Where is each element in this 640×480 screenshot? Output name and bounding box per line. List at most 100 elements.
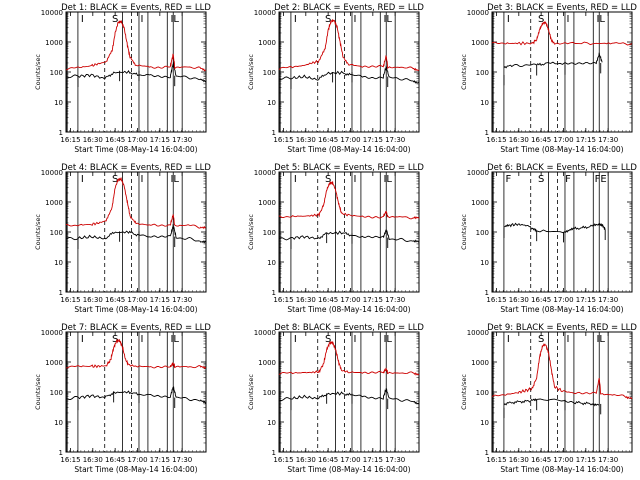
panel-title: Det 3: BLACK = Events, RED = LLD <box>487 3 637 13</box>
interval-flag: IL <box>383 334 392 345</box>
x-tick-label: 16:15 <box>486 136 506 144</box>
x-tick-label: 16:15 <box>273 296 293 304</box>
interval-flag: I <box>81 334 84 345</box>
interval-flag: S <box>325 174 331 185</box>
x-tick-label: 16:45 <box>318 456 338 464</box>
y-tick-label: 10000 <box>467 9 489 17</box>
y-tick-label: 1 <box>59 129 63 137</box>
series-events <box>278 388 420 405</box>
interval-flag: I <box>353 174 356 185</box>
x-axis-label: Start Time (08-May-14 16:04:00) <box>500 465 623 474</box>
interval-flag: I <box>566 334 569 345</box>
series-lld <box>65 19 207 72</box>
x-tick-label: 17:00 <box>340 456 360 464</box>
plot-frame <box>278 171 420 293</box>
y-tick-label: 10 <box>54 259 63 267</box>
y-axis-label: Counts/sec <box>34 374 42 410</box>
y-tick-label: 100 <box>50 69 63 77</box>
series-lld <box>278 180 420 220</box>
interval-flag: S <box>538 14 544 25</box>
y-tick-label: 1000 <box>45 359 63 367</box>
x-axis-label: Start Time (08-May-14 16:04:00) <box>500 145 623 154</box>
interval-flag: S <box>112 174 118 185</box>
x-tick-label: 17:30 <box>172 296 192 304</box>
x-tick-label: 16:30 <box>509 296 529 304</box>
y-tick-label: 10 <box>267 259 276 267</box>
x-tick-label: 16:15 <box>273 456 293 464</box>
series-events <box>278 64 420 84</box>
x-tick-label: 17:00 <box>553 296 573 304</box>
y-tick-label: 100 <box>476 389 489 397</box>
interval-flag: I <box>294 334 297 345</box>
x-axis-label: Start Time (08-May-14 16:04:00) <box>74 305 197 314</box>
x-tick-label: 17:00 <box>340 296 360 304</box>
x-tick-label: 17:15 <box>576 136 596 144</box>
x-tick-label: 16:30 <box>83 296 103 304</box>
x-axis-label: Start Time (08-May-14 16:04:00) <box>500 305 623 314</box>
panel-det-6: Det 6: BLACK = Events, RED = LLD 1 10 100 10… <box>460 163 637 314</box>
x-tick-label: 17:15 <box>576 456 596 464</box>
x-tick-label: 17:15 <box>363 296 383 304</box>
series-events <box>65 61 207 83</box>
y-tick-label: 10 <box>480 419 489 427</box>
interval-flag: IL <box>383 174 392 185</box>
y-axis-label: Counts/sec <box>34 54 42 90</box>
y-tick-label: 1000 <box>471 39 489 47</box>
x-tick-label: 17:30 <box>598 296 618 304</box>
panel-title: Det 2: BLACK = Events, RED = LLD <box>274 3 424 13</box>
panel-title: Det 6: BLACK = Events, RED = LLD <box>487 163 637 173</box>
y-tick-label: 1000 <box>45 39 63 47</box>
y-tick-label: 1 <box>485 129 489 137</box>
y-tick-label: 100 <box>476 69 489 77</box>
x-tick-label: 16:15 <box>60 296 80 304</box>
y-tick-label: 100 <box>476 229 489 237</box>
interval-flag: I <box>140 334 143 345</box>
x-axis-label: Start Time (08-May-14 16:04:00) <box>287 305 410 314</box>
x-tick-label: 17:00 <box>127 456 147 464</box>
y-axis-label: Counts/sec <box>247 54 255 90</box>
panel-det-4: Det 4: BLACK = Events, RED = LLD 1 10 100 10… <box>34 163 211 314</box>
y-tick-label: 10 <box>480 99 489 107</box>
x-tick-label: 17:15 <box>150 296 170 304</box>
series-events <box>278 228 420 243</box>
panel-title: Det 5: BLACK = Events, RED = LLD <box>274 163 424 173</box>
interval-flag: I <box>140 174 143 185</box>
x-tick-label: 16:15 <box>486 296 506 304</box>
x-tick-label: 16:30 <box>83 456 103 464</box>
panel-det-3: Det 3: BLACK = Events, RED = LLD 1 10 100 10… <box>460 3 637 154</box>
interval-flag: S <box>112 14 118 25</box>
x-tick-label: 17:30 <box>385 136 405 144</box>
interval-flag: I <box>353 334 356 345</box>
interval-flag: F <box>506 174 512 185</box>
x-axis-label: Start Time (08-May-14 16:04:00) <box>74 465 197 474</box>
interval-flag: I <box>81 14 84 25</box>
y-tick-label: 10000 <box>467 329 489 337</box>
interval-flag: IL <box>170 334 179 345</box>
panel-det-5: Det 5: BLACK = Events, RED = LLD 1 10 100 10… <box>247 163 424 314</box>
plot-frame <box>491 11 633 133</box>
x-tick-label: 17:30 <box>172 136 192 144</box>
x-tick-label: 16:45 <box>531 136 551 144</box>
x-tick-label: 16:15 <box>60 136 80 144</box>
y-tick-label: 1000 <box>258 39 276 47</box>
y-tick-label: 1000 <box>471 359 489 367</box>
y-tick-label: 1 <box>272 129 276 137</box>
x-axis-label: Start Time (08-May-14 16:04:00) <box>287 465 410 474</box>
x-tick-label: 16:30 <box>509 136 529 144</box>
y-tick-label: 10000 <box>41 169 63 177</box>
x-tick-label: 16:15 <box>273 136 293 144</box>
x-tick-label: 16:15 <box>60 456 80 464</box>
x-tick-label: 17:30 <box>598 136 618 144</box>
x-tick-label: 16:30 <box>296 136 316 144</box>
x-tick-label: 16:30 <box>296 296 316 304</box>
series-events <box>503 222 606 234</box>
interval-flag: I <box>294 14 297 25</box>
series-lld <box>491 20 633 46</box>
interval-flag: S <box>538 334 544 345</box>
y-tick-label: 10 <box>267 99 276 107</box>
y-tick-label: 1 <box>59 449 63 457</box>
y-tick-label: 100 <box>263 69 276 77</box>
y-tick-label: 1 <box>272 449 276 457</box>
y-tick-label: 10 <box>267 419 276 427</box>
y-tick-label: 1000 <box>471 199 489 207</box>
